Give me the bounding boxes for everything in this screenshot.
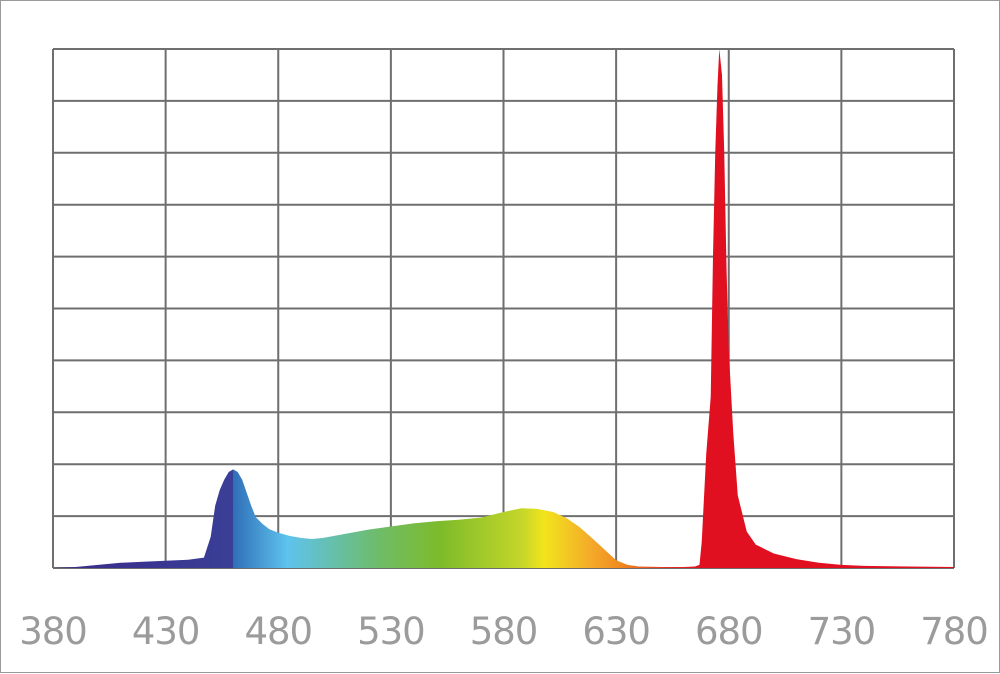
spectrum-area [53,49,954,568]
x-tick-label: 780 [920,610,988,653]
x-tick-label: 530 [357,610,425,653]
x-tick-label: 730 [808,610,876,653]
x-tick-label: 480 [244,610,312,653]
x-tick-label: 430 [132,610,200,653]
grid [52,48,955,569]
x-axis-tick-labels: 380 430 480 530 580 630 680 730 780 [19,610,989,653]
x-tick-label: 580 [470,610,538,653]
x-tick-label: 380 [19,610,87,653]
x-tick-label: 680 [695,610,763,653]
x-tick-label: 630 [582,610,650,653]
